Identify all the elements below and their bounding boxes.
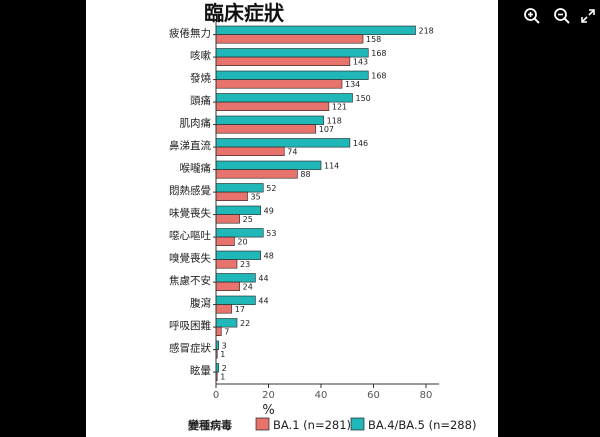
bar-ba45 xyxy=(215,93,353,103)
category-label: 噁心嘔吐 xyxy=(169,230,211,242)
category-label: 眩暈 xyxy=(190,364,211,377)
bar-value-label-ba1: 134 xyxy=(345,80,360,89)
bar-value-label-ba1: 23 xyxy=(240,260,250,269)
bar-value-label-ba45: 48 xyxy=(264,252,274,261)
category-label: 嗅覺喪失 xyxy=(169,252,211,265)
bar-ba45 xyxy=(215,273,256,283)
bar-ba45 xyxy=(215,160,322,170)
bar-value-label-ba1: 7 xyxy=(224,328,229,337)
bar-value-label-ba45: 49 xyxy=(264,207,274,216)
bar-value-label-ba45: 218 xyxy=(419,27,434,36)
category-label: 發燒 xyxy=(190,72,211,85)
legend-title: 變種病毒 xyxy=(188,418,232,432)
chart-panel: 臨床症狀 疲倦無力 218 158 咳嗽 168 143 發燒 168 134 頭痛 150 121 肌肉… xyxy=(86,0,498,437)
bar-ba1 xyxy=(215,101,330,111)
category-label: 呼吸困難 xyxy=(169,319,211,332)
bar-ba1 xyxy=(215,146,285,157)
bar-ba45 xyxy=(215,25,416,35)
bar-ba1 xyxy=(215,236,235,247)
legend-label: BA.4/BA.5 (n=288) xyxy=(368,418,476,432)
bar-value-label-ba1: 17 xyxy=(235,305,245,314)
bar-ba45 xyxy=(215,138,351,148)
x-tick-label: 20 xyxy=(262,390,275,401)
bar-ba1 xyxy=(215,79,343,89)
fullscreen-icon[interactable] xyxy=(578,6,598,26)
bar-ba45 xyxy=(215,318,238,328)
bar-ba1 xyxy=(215,281,240,292)
legend-swatch xyxy=(350,417,365,431)
x-tick-label: 0 xyxy=(213,390,219,401)
category-label: 腹瀉 xyxy=(190,297,211,310)
bar-ba1 xyxy=(215,34,364,44)
bar-value-label-ba45: 44 xyxy=(258,297,268,306)
bar-value-label-ba1: 88 xyxy=(300,170,310,179)
bar-ba45 xyxy=(215,48,369,58)
bar-value-label-ba45: 150 xyxy=(356,94,371,103)
bar-value-label-ba1: 158 xyxy=(366,35,381,44)
bar-ba1 xyxy=(215,304,233,314)
bar-value-label-ba1: 1 xyxy=(220,350,225,359)
bar-value-label-ba45: 118 xyxy=(327,117,342,126)
bar-value-label-ba1: 20 xyxy=(237,238,247,247)
bar-ba1 xyxy=(215,124,317,134)
category-label: 悶熱感覺 xyxy=(169,184,211,197)
bar-value-label-ba1: 35 xyxy=(251,193,261,202)
x-axis-label: % xyxy=(262,403,274,418)
bar-value-label-ba1: 121 xyxy=(332,103,347,112)
category-label: 肌肉痛 xyxy=(180,117,212,130)
bar-ba45 xyxy=(215,295,256,305)
legend-swatch xyxy=(255,417,270,431)
bar-ba1 xyxy=(215,56,351,66)
x-tick-label: 40 xyxy=(315,390,328,401)
bar-value-label-ba1: 24 xyxy=(243,283,253,292)
category-label: 鼻涕直流 xyxy=(169,139,211,152)
category-label: 疲倦無力 xyxy=(169,27,211,40)
bar-value-label-ba1: 1 xyxy=(220,373,225,382)
bar-value-label-ba45: 52 xyxy=(266,184,276,193)
bar-ba45 xyxy=(215,228,264,238)
chart-title: 臨床症狀 xyxy=(204,1,285,25)
bar-value-label-ba45: 168 xyxy=(371,49,386,58)
category-label: 焦慮不安 xyxy=(169,274,211,287)
bar-ba1 xyxy=(215,259,238,269)
bar-value-label-ba1: 25 xyxy=(243,215,253,224)
bar-ba45 xyxy=(215,205,261,215)
bar-ba45 xyxy=(215,70,369,80)
legend-label: BA.1 (n=281) xyxy=(273,418,351,432)
zoom-out-icon[interactable] xyxy=(552,6,572,26)
bar-ba45 xyxy=(215,250,261,260)
bar-ba1 xyxy=(215,191,248,202)
category-label: 喉嚨痛 xyxy=(180,162,212,175)
bar-value-label-ba45: 53 xyxy=(266,229,276,238)
x-tick-label: 80 xyxy=(420,390,433,401)
category-label: 咳嗽 xyxy=(190,49,211,62)
bar-ba45 xyxy=(215,183,264,193)
bar-ba1 xyxy=(215,214,240,224)
bar-value-label-ba1: 74 xyxy=(287,148,297,157)
bar-ba1 xyxy=(215,326,222,337)
category-label: 味覺喪失 xyxy=(169,207,211,220)
bar-value-label-ba45: 168 xyxy=(371,72,386,81)
category-label: 感冒症狀 xyxy=(169,342,211,355)
bar-ba1 xyxy=(215,169,298,179)
bar-value-label-ba1: 143 xyxy=(353,58,368,67)
zoom-in-icon[interactable] xyxy=(522,6,542,26)
bar-value-label-ba1: 107 xyxy=(319,125,334,134)
bar-ba45 xyxy=(215,115,324,125)
x-tick-label: 60 xyxy=(367,390,380,401)
bar-value-label-ba45: 2 xyxy=(222,364,227,373)
bar-value-label-ba45: 3 xyxy=(222,342,227,351)
bar-value-label-ba45: 146 xyxy=(353,139,368,148)
bar-value-label-ba45: 22 xyxy=(240,319,250,328)
bar-value-label-ba45: 114 xyxy=(324,162,339,171)
category-label: 頭痛 xyxy=(190,94,211,107)
bar-value-label-ba45: 44 xyxy=(258,274,268,283)
